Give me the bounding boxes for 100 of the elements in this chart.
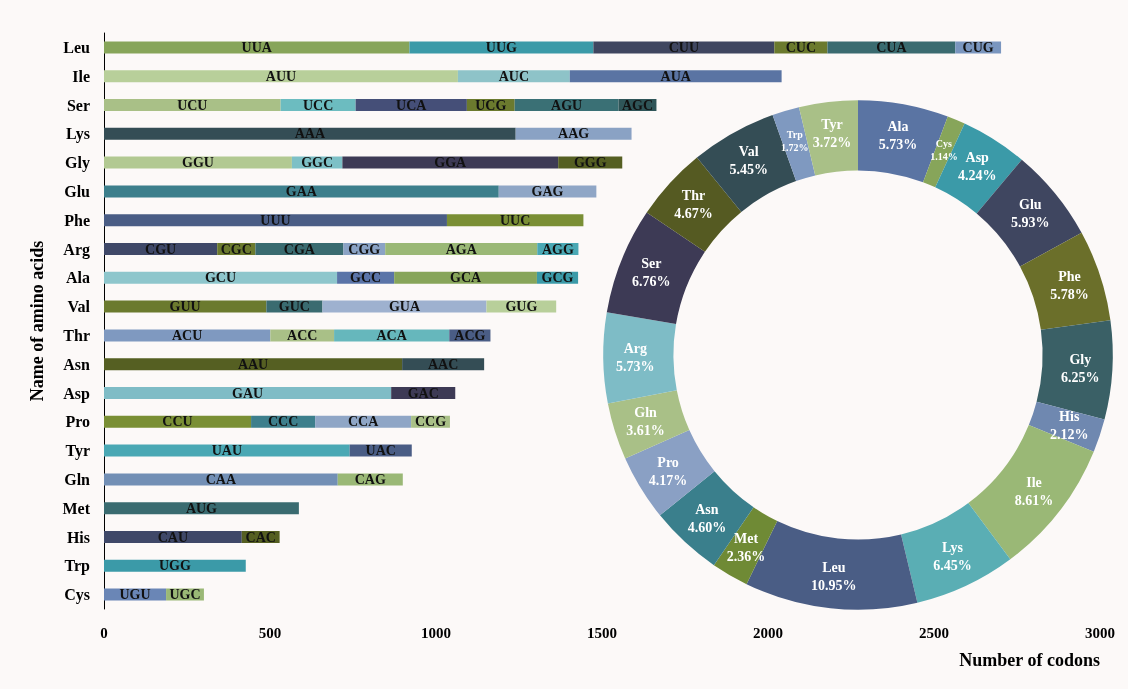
data-label: ACA [376,327,408,343]
data-label: 1.14% [930,150,958,162]
y-axis-title: Name of amino acids [27,240,47,402]
data-label: CGG [348,241,381,257]
slice-label: Val [738,144,759,160]
slice-label: Asn [695,502,719,518]
data-label: AGG [541,241,574,257]
data-label: GCA [449,270,482,286]
bar [104,156,292,169]
data-label: 5.73% [878,137,918,153]
bar [569,70,782,83]
bar [104,531,242,543]
data-label: UCC [302,97,334,113]
y-tick-label: Thr [63,326,90,344]
data-label: UCA [396,97,428,113]
data-label: ACG [454,327,486,343]
data-label: GAG [531,183,564,199]
y-tick-label: Phe [64,211,90,229]
slice-label: Ile [1026,474,1042,490]
data-label: 10.95% [811,577,857,593]
y-tick-label: Pro [65,413,90,431]
data-label: GGU [182,155,214,171]
y-tick-label: Tyr [65,442,90,461]
slice-label: Cys [935,137,953,149]
data-label: GUC [278,299,310,315]
bar [104,214,447,227]
bar [342,156,559,169]
y-tick-label: His [66,528,90,546]
x-tick-label: 500 [258,624,282,641]
bar [104,271,338,284]
data-label: CGC [220,241,252,257]
bar [409,41,594,54]
data-label: 6.76% [631,273,671,289]
data-label: CAC [245,529,276,545]
bar [593,41,775,54]
data-label: UUU [260,212,291,228]
x-axis-title: Number of codons [959,650,1100,670]
data-label: 5.45% [729,162,768,178]
y-tick-label: Gly [65,154,90,173]
slice-label: Asp [965,150,990,166]
data-label: CGA [283,241,316,257]
x-tick-label: 3000 [1085,624,1115,641]
data-label: UUC [500,212,531,228]
y-tick-label: Glu [64,182,91,200]
data-label: 8.61% [1014,492,1054,508]
data-label: AUU [265,68,297,84]
slice-label: Ala [887,119,909,135]
data-label: GAC [407,385,439,401]
x-tick-label: 0 [100,624,108,641]
slice-label: Gly [1069,351,1092,367]
data-label: GCU [204,270,237,286]
data-label: GAU [232,385,264,401]
slice-label: Leu [822,559,846,575]
data-label: ACC [287,327,318,343]
data-label: ACU [171,327,203,343]
data-label: AAU [237,356,269,372]
data-label: GUU [169,299,201,315]
data-label: 5.93% [1011,215,1050,231]
data-label: AUC [498,68,530,84]
y-tick-label: Ser [66,96,90,114]
y-tick-label: Cys [64,586,90,605]
data-label: UUG [485,39,518,55]
y-tick-label: Arg [63,240,90,259]
data-label: CCC [267,414,299,430]
y-tick-label: Lys [65,125,90,144]
bar [104,185,499,198]
data-label: CUG [962,39,994,55]
data-label: GGG [573,155,607,171]
y-tick-label: Asn [63,355,91,373]
data-label: AGA [445,241,478,257]
data-label: GCG [541,270,574,286]
y-tick-label: Ala [66,269,90,287]
data-label: CUU [668,39,700,55]
data-label: GUG [505,299,538,315]
data-label: 2.36% [726,549,766,564]
data-label: 6.25% [1061,369,1100,385]
data-label: CCA [347,414,380,430]
slice-label: Phe [1058,268,1081,284]
data-label: GGC [301,155,334,171]
slice-label: Trp [786,129,804,141]
data-label: 4.24% [957,168,997,184]
bar [104,473,338,486]
bar [322,300,487,313]
slice-label: Glu [1018,197,1042,213]
data-label: CCU [162,414,193,430]
bar [104,99,281,111]
x-tick-label: 1500 [587,624,617,641]
data-label: 6.45% [933,558,972,574]
data-label: AUA [660,68,692,84]
data-label: AGC [621,97,654,113]
data-label: CCG [414,414,447,430]
data-label: AAG [558,126,590,142]
data-label: UUA [241,39,273,55]
slice-label: Arg [623,341,647,357]
data-label: UCG [475,97,507,113]
bar [104,329,271,342]
slice-label: Ser [641,255,662,271]
slice-label: Pro [657,454,679,470]
y-tick-label: Ile [72,67,90,85]
y-tick-label: Asp [63,384,91,403]
